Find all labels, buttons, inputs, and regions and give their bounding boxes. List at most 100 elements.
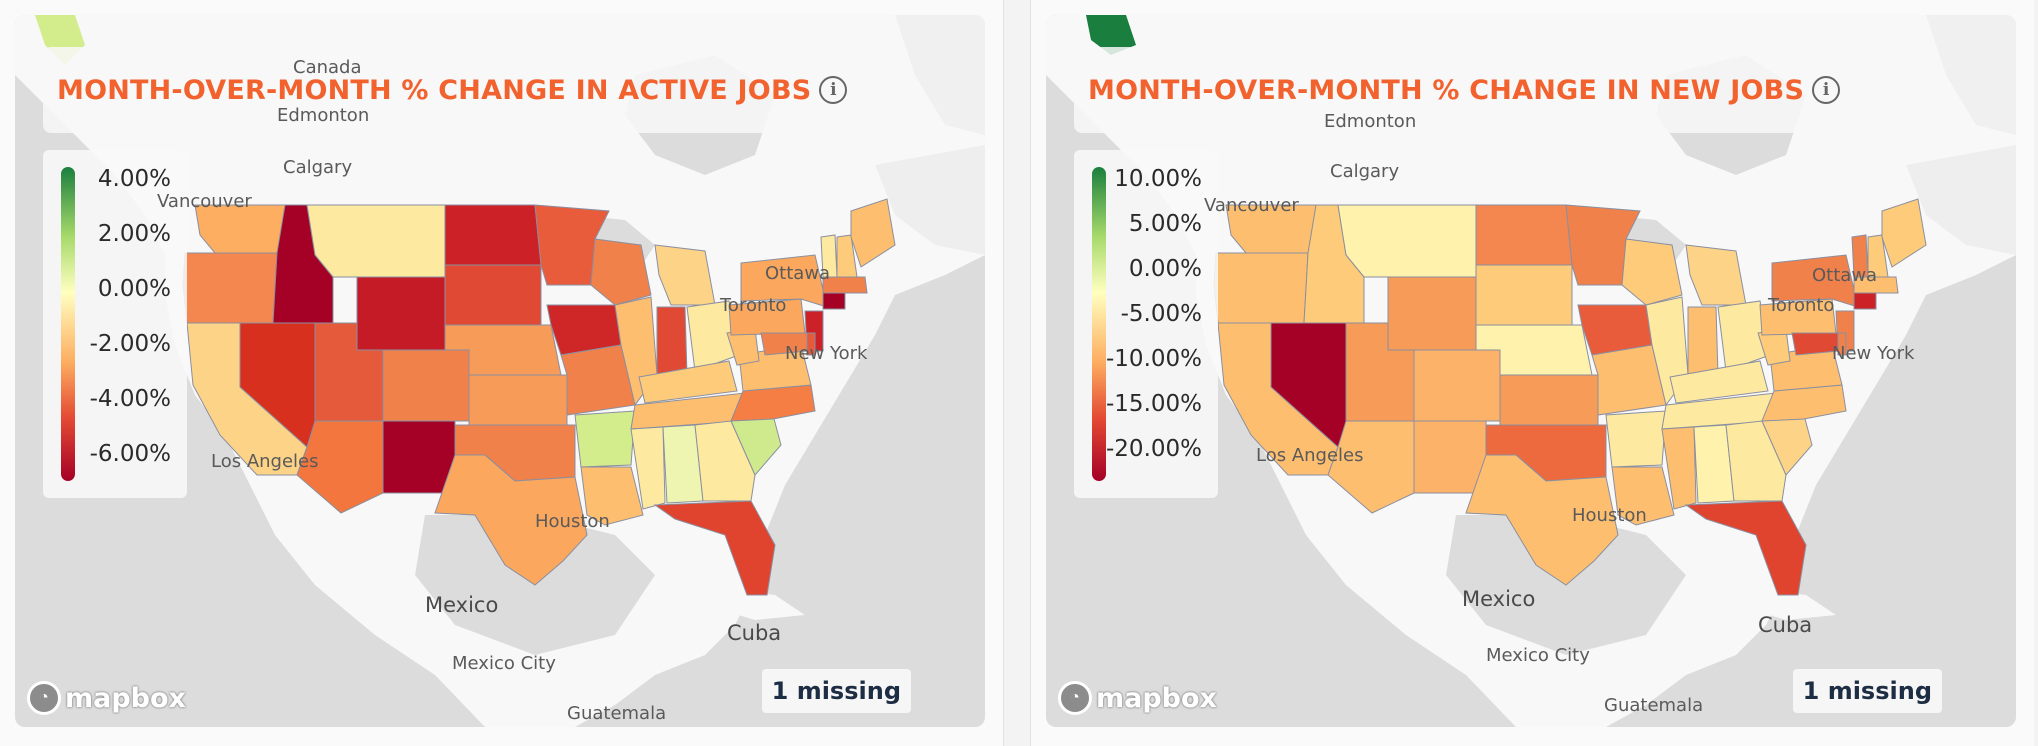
new-state-fl[interactable] [1684,500,1807,596]
new-state-mo[interactable] [1591,344,1667,416]
new-state-nm[interactable] [1413,420,1487,494]
active-state-in[interactable] [656,306,688,378]
place-label-calgary: Calgary [1330,161,1400,182]
active-state-sd[interactable] [444,264,542,326]
arctic-islands [895,15,985,135]
new-state-nd[interactable] [1475,204,1573,266]
legend-tick: -15.00% [1106,391,1202,417]
new-state-ny[interactable] [1771,254,1859,308]
active-state-ct[interactable] [822,292,846,310]
active-jobs-panel: MONTH-OVER-MONTH % CHANGE IN ACTIVE JOBS… [0,0,1004,746]
active-state-ms[interactable] [630,426,666,510]
new-state-in[interactable] [1687,306,1719,378]
new-state-ma[interactable] [1853,276,1899,294]
legend-tick: -20.00% [1106,436,1202,462]
missing-count-badge: 1 missing [1792,669,1942,713]
attribution-text: mapbox [1096,682,1217,714]
mapbox-logo-icon: ◔ [1058,681,1092,715]
active-state-me[interactable] [850,198,896,268]
active-state-tx[interactable] [434,454,588,586]
legend-gradient-bar [1092,167,1106,481]
place-label-guatemala: Guatemala [1604,695,1704,716]
us-states-new [1213,198,1927,596]
canada-highlight [1086,15,1136,55]
new-state-sd[interactable] [1475,264,1573,326]
us-states-active [182,198,896,596]
place-label-new-york: New York [1832,343,1915,364]
new-state-or[interactable] [1213,252,1309,324]
mapbox-logo-icon: ◔ [27,681,61,715]
place-label-los-angeles: Los Angeles [211,451,319,472]
active-state-mi[interactable] [654,244,716,306]
new-state-co[interactable] [1413,349,1501,422]
new-state-ga[interactable] [1725,420,1787,502]
new-state-ms[interactable] [1661,426,1697,510]
legend-tick: 5.00% [1128,211,1202,237]
place-label-toronto: Toronto [720,295,787,316]
place-label-calgary: Calgary [283,157,353,178]
place-label-edmonton: Edmonton [277,105,370,126]
active-state-wi[interactable] [590,238,652,306]
basemap [1046,15,2016,727]
new-state-ct[interactable] [1853,292,1877,310]
new-state-de[interactable] [1837,332,1847,356]
place-label-guatemala: Guatemala [567,703,667,724]
place-label-mexico: Mexico [425,593,499,617]
cuba-land [695,585,805,620]
active-state-ma[interactable] [822,276,868,294]
active-state-de[interactable] [806,332,816,356]
active-state-co[interactable] [382,349,470,422]
active-state-ks[interactable] [468,374,568,426]
new-state-wy[interactable] [1387,276,1477,351]
place-label-mexico-city: Mexico City [452,653,556,674]
place-label-cuba: Cuba [727,621,782,645]
active-state-nm[interactable] [382,420,456,494]
legend-tick: 0.00% [97,276,171,302]
place-label-mexico-city: Mexico City [1486,645,1590,666]
new-state-mt[interactable] [1337,204,1477,278]
active-state-ga[interactable] [694,420,756,502]
mapbox-logo[interactable]: ◔ mapbox [27,681,186,715]
arctic-islands [1926,15,2016,135]
new-state-ky[interactable] [1669,360,1769,404]
info-icon[interactable]: i [819,76,848,104]
active-state-nd[interactable] [444,204,542,266]
legend-tick: 2.00% [97,221,171,247]
new-state-la[interactable] [1611,466,1675,526]
active-state-or[interactable] [182,252,278,324]
place-label-houston: Houston [1572,505,1647,526]
legend-gradient-bar [61,167,75,481]
color-legend: 10.00% 5.00% 0.00% -5.00% -10.00% -15.00… [1074,150,1218,498]
active-state-mo[interactable] [560,344,636,416]
title-box: MONTH-OVER-MONTH % CHANGE IN ACTIVE JOBS… [43,47,864,133]
new-state-ks[interactable] [1499,374,1599,426]
active-state-ky[interactable] [638,360,738,404]
active-state-ar[interactable] [574,410,636,468]
active-state-wa[interactable] [194,204,286,254]
new-state-mi[interactable] [1685,244,1747,306]
new-state-ar[interactable] [1605,410,1667,468]
legend-tick: -6.00% [89,441,171,467]
place-label-cuba: Cuba [1758,613,1813,637]
new-state-me[interactable] [1881,198,1927,268]
info-icon[interactable]: i [1812,76,1841,104]
active-state-wy[interactable] [356,276,446,351]
place-label-los-angeles: Los Angeles [1256,445,1364,466]
active-state-ny[interactable] [740,254,828,308]
active-state-mt[interactable] [306,204,446,278]
new-jobs-map[interactable]: MONTH-OVER-MONTH % CHANGE IN NEW JOBS i … [1046,15,2016,727]
active-state-fl[interactable] [653,500,776,596]
chart-title: MONTH-OVER-MONTH % CHANGE IN NEW JOBS [1088,74,1805,106]
missing-count-badge: 1 missing [761,669,911,713]
place-label-edmonton: Edmonton [1324,111,1417,132]
mapbox-logo[interactable]: ◔ mapbox [1058,681,1217,715]
place-label-vancouver: Vancouver [157,191,252,212]
place-label-mexico: Mexico [1462,587,1536,611]
active-state-la[interactable] [580,466,644,526]
new-state-tx[interactable] [1465,454,1619,586]
chart-title: MONTH-OVER-MONTH % CHANGE IN ACTIVE JOBS [57,74,812,106]
new-state-wi[interactable] [1621,238,1683,306]
color-legend: 4.00% 2.00% 0.00% -2.00% -4.00% -6.00% [43,150,187,498]
active-jobs-map[interactable]: MONTH-OVER-MONTH % CHANGE IN ACTIVE JOBS… [15,15,985,727]
legend-tick: -2.00% [89,331,171,357]
